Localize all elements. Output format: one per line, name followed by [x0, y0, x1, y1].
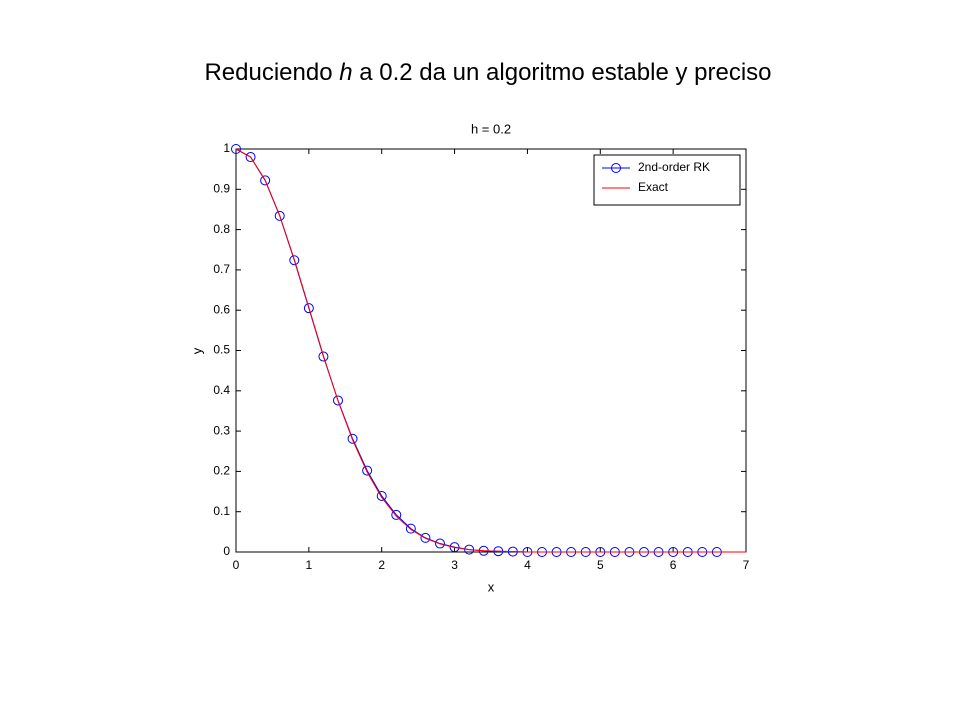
y-tick-label: 1 [223, 141, 230, 155]
y-tick-label: 0.8 [213, 222, 230, 236]
y-tick-label: 0.7 [213, 262, 230, 276]
point-marker [405, 523, 416, 534]
point-marker [435, 538, 445, 549]
y-tick-label: 0.4 [213, 383, 230, 397]
point-marker [245, 152, 256, 163]
point-marker [420, 532, 431, 543]
slide-title: Reduciendo h a 0.2 da un algoritmo estab… [204, 59, 771, 86]
x-tick-label: 7 [743, 558, 750, 572]
point-marker [318, 351, 329, 362]
chart-title: h = 0.2 [471, 121, 511, 136]
y-tick-label: 0.5 [213, 343, 230, 357]
x-tick-label: 3 [451, 558, 458, 572]
x-tick-label: 4 [524, 558, 531, 572]
series-line [235, 148, 746, 553]
legend-label: 2nd-order RK [638, 160, 710, 174]
series-line [235, 148, 717, 553]
x-tick-label: 0 [233, 558, 240, 572]
point-marker [231, 144, 241, 154]
point-marker [333, 395, 343, 406]
point-marker [347, 433, 358, 444]
x-tick-label: 5 [597, 558, 604, 572]
point-marker [260, 175, 271, 186]
title-part: h [339, 59, 352, 86]
point-marker [274, 210, 285, 221]
point-marker [376, 490, 387, 501]
point-marker [391, 509, 402, 520]
point-marker [289, 255, 300, 266]
plot-frame [235, 148, 747, 553]
y-tick-label: 0.9 [213, 181, 230, 195]
point-marker [449, 542, 460, 553]
title-part: a 0.2 da un algoritmo estable y preciso [353, 59, 772, 86]
point-marker [303, 303, 314, 314]
x-tick-label: 6 [670, 558, 677, 572]
y-tick-label: 0.6 [213, 302, 230, 316]
legend-label: Exact [638, 180, 669, 194]
y-axis-label: y [189, 347, 204, 354]
x-tick-label: 2 [378, 558, 385, 572]
y-tick-label: 0.2 [213, 464, 230, 478]
point-marker [362, 465, 373, 476]
legend-marker [611, 163, 621, 173]
y-tick-label: 0 [223, 544, 230, 558]
y-tick-label: 0.3 [213, 423, 230, 437]
legend-box [593, 154, 741, 206]
x-tick-label: 1 [306, 558, 313, 572]
y-tick-label: 0.1 [213, 504, 230, 518]
title-part: Reduciendo [204, 59, 339, 86]
x-axis-label: x [488, 579, 495, 594]
